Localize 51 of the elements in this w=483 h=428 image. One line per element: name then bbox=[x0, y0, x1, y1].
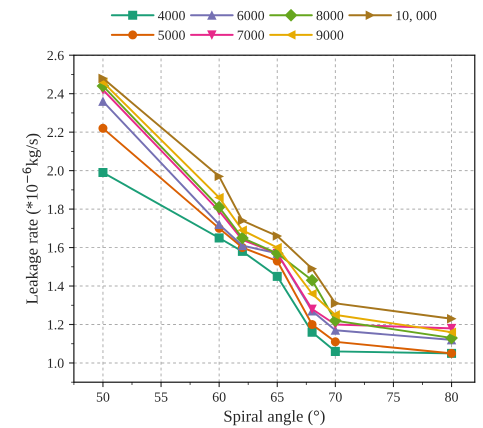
legend-label: 10, 000 bbox=[396, 10, 436, 22]
y-tick-label: 2.6 bbox=[47, 50, 64, 60]
point bbox=[308, 320, 317, 330]
x-tick-label: 55 bbox=[154, 392, 168, 402]
x-tick-label: 50 bbox=[96, 392, 110, 402]
point bbox=[330, 298, 340, 308]
point bbox=[98, 96, 108, 106]
point bbox=[330, 346, 340, 356]
legend-label: 4000 bbox=[158, 10, 185, 20]
legend-label: 7000 bbox=[238, 30, 264, 40]
y-tick-label: 2.2 bbox=[47, 128, 64, 138]
point bbox=[272, 243, 282, 252]
y-tick-label: 1.4 bbox=[48, 282, 64, 292]
point bbox=[238, 216, 247, 226]
x-tick-label: 75 bbox=[387, 392, 400, 402]
legend-label: 8000 bbox=[316, 10, 344, 20]
point bbox=[272, 272, 282, 281]
x-tick-label: 70 bbox=[329, 392, 342, 402]
point bbox=[330, 310, 340, 320]
point bbox=[238, 226, 247, 235]
point bbox=[306, 274, 318, 286]
y-axis-title: Leakage rate (*10$^{−6}$kg/s) bbox=[22, 134, 42, 304]
point bbox=[308, 264, 317, 274]
point bbox=[98, 168, 108, 178]
legend-label: 5000 bbox=[158, 30, 185, 40]
point bbox=[236, 232, 249, 244]
point bbox=[272, 232, 282, 241]
point bbox=[214, 220, 224, 229]
x-axis-title: Spiral angle (°) bbox=[224, 410, 325, 426]
legend-label: 9000 bbox=[316, 30, 344, 40]
point bbox=[330, 337, 340, 346]
point bbox=[212, 200, 226, 214]
y-tick-label: 2.0 bbox=[47, 166, 64, 176]
point bbox=[214, 172, 224, 181]
point bbox=[308, 328, 317, 337]
point bbox=[98, 124, 108, 133]
y-tick-label: 1.8 bbox=[48, 204, 64, 214]
legend-label: 6000 bbox=[237, 10, 264, 20]
y-tick-label: 1.2 bbox=[48, 320, 64, 330]
point bbox=[98, 74, 108, 83]
x-tick-label: 65 bbox=[270, 392, 284, 402]
point bbox=[308, 289, 317, 298]
y-tick-label: 1.0 bbox=[48, 358, 64, 368]
point bbox=[447, 328, 456, 337]
x-tick-label: 60 bbox=[212, 392, 226, 402]
point bbox=[214, 233, 224, 242]
point bbox=[447, 314, 456, 324]
point bbox=[214, 193, 224, 202]
y-tick-label: 1.6 bbox=[48, 243, 64, 253]
y-tick-label: 2.4 bbox=[47, 89, 64, 99]
x-tick-label: 80 bbox=[445, 392, 458, 402]
